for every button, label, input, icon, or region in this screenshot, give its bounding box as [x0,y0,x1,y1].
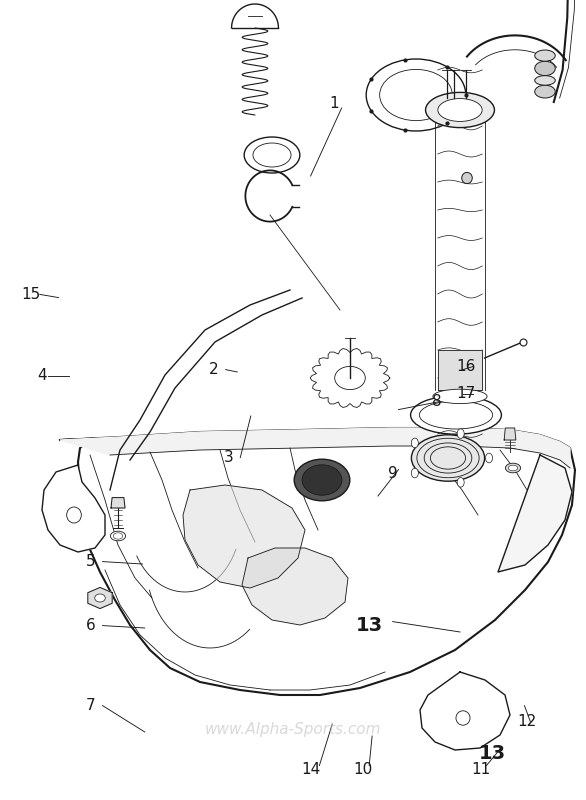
Ellipse shape [420,401,493,429]
Ellipse shape [67,507,81,523]
Polygon shape [183,485,305,588]
Ellipse shape [302,465,342,495]
Polygon shape [438,350,482,390]
Ellipse shape [335,366,365,390]
Text: 4: 4 [38,369,47,383]
Text: 16: 16 [456,359,476,374]
Ellipse shape [433,390,487,403]
Circle shape [411,468,418,478]
Ellipse shape [380,70,452,121]
Polygon shape [231,4,278,28]
Text: 12: 12 [518,714,537,729]
Text: www.Alpha-Sports.com: www.Alpha-Sports.com [205,722,381,737]
Text: 2: 2 [209,362,219,377]
Ellipse shape [505,463,520,473]
Ellipse shape [535,50,556,62]
Ellipse shape [456,710,470,725]
Ellipse shape [535,75,556,85]
Circle shape [457,429,464,438]
Text: 7: 7 [86,698,96,713]
Ellipse shape [110,531,125,541]
Polygon shape [242,548,348,625]
Text: 1: 1 [329,97,339,111]
Polygon shape [420,672,510,750]
Ellipse shape [508,465,517,470]
Ellipse shape [425,92,495,127]
Polygon shape [435,118,485,390]
Text: 15: 15 [21,287,40,302]
Ellipse shape [253,143,291,167]
Ellipse shape [244,137,300,173]
Text: 11: 11 [471,762,490,777]
Ellipse shape [535,86,556,98]
Text: 8: 8 [432,394,441,409]
Polygon shape [60,428,575,695]
Ellipse shape [411,396,502,434]
Circle shape [411,438,418,448]
Text: 17: 17 [456,386,475,401]
Polygon shape [498,455,572,572]
Polygon shape [504,428,516,440]
Polygon shape [60,428,570,468]
Ellipse shape [95,594,105,602]
Polygon shape [111,498,125,508]
Ellipse shape [462,172,472,184]
Circle shape [486,453,493,462]
Text: 3: 3 [224,450,233,465]
Text: 13: 13 [356,616,383,635]
Text: 5: 5 [86,554,96,569]
Text: 13: 13 [479,744,506,763]
Text: 10: 10 [354,762,373,777]
Text: 14: 14 [301,762,320,777]
Polygon shape [310,349,390,407]
Ellipse shape [411,435,485,481]
Polygon shape [42,465,105,552]
Polygon shape [88,587,112,609]
Ellipse shape [113,533,122,539]
Text: 9: 9 [388,466,397,481]
Ellipse shape [294,459,350,501]
Ellipse shape [366,59,466,131]
Text: 6: 6 [86,618,96,633]
Circle shape [457,478,464,487]
Ellipse shape [438,98,482,122]
Ellipse shape [535,61,556,76]
